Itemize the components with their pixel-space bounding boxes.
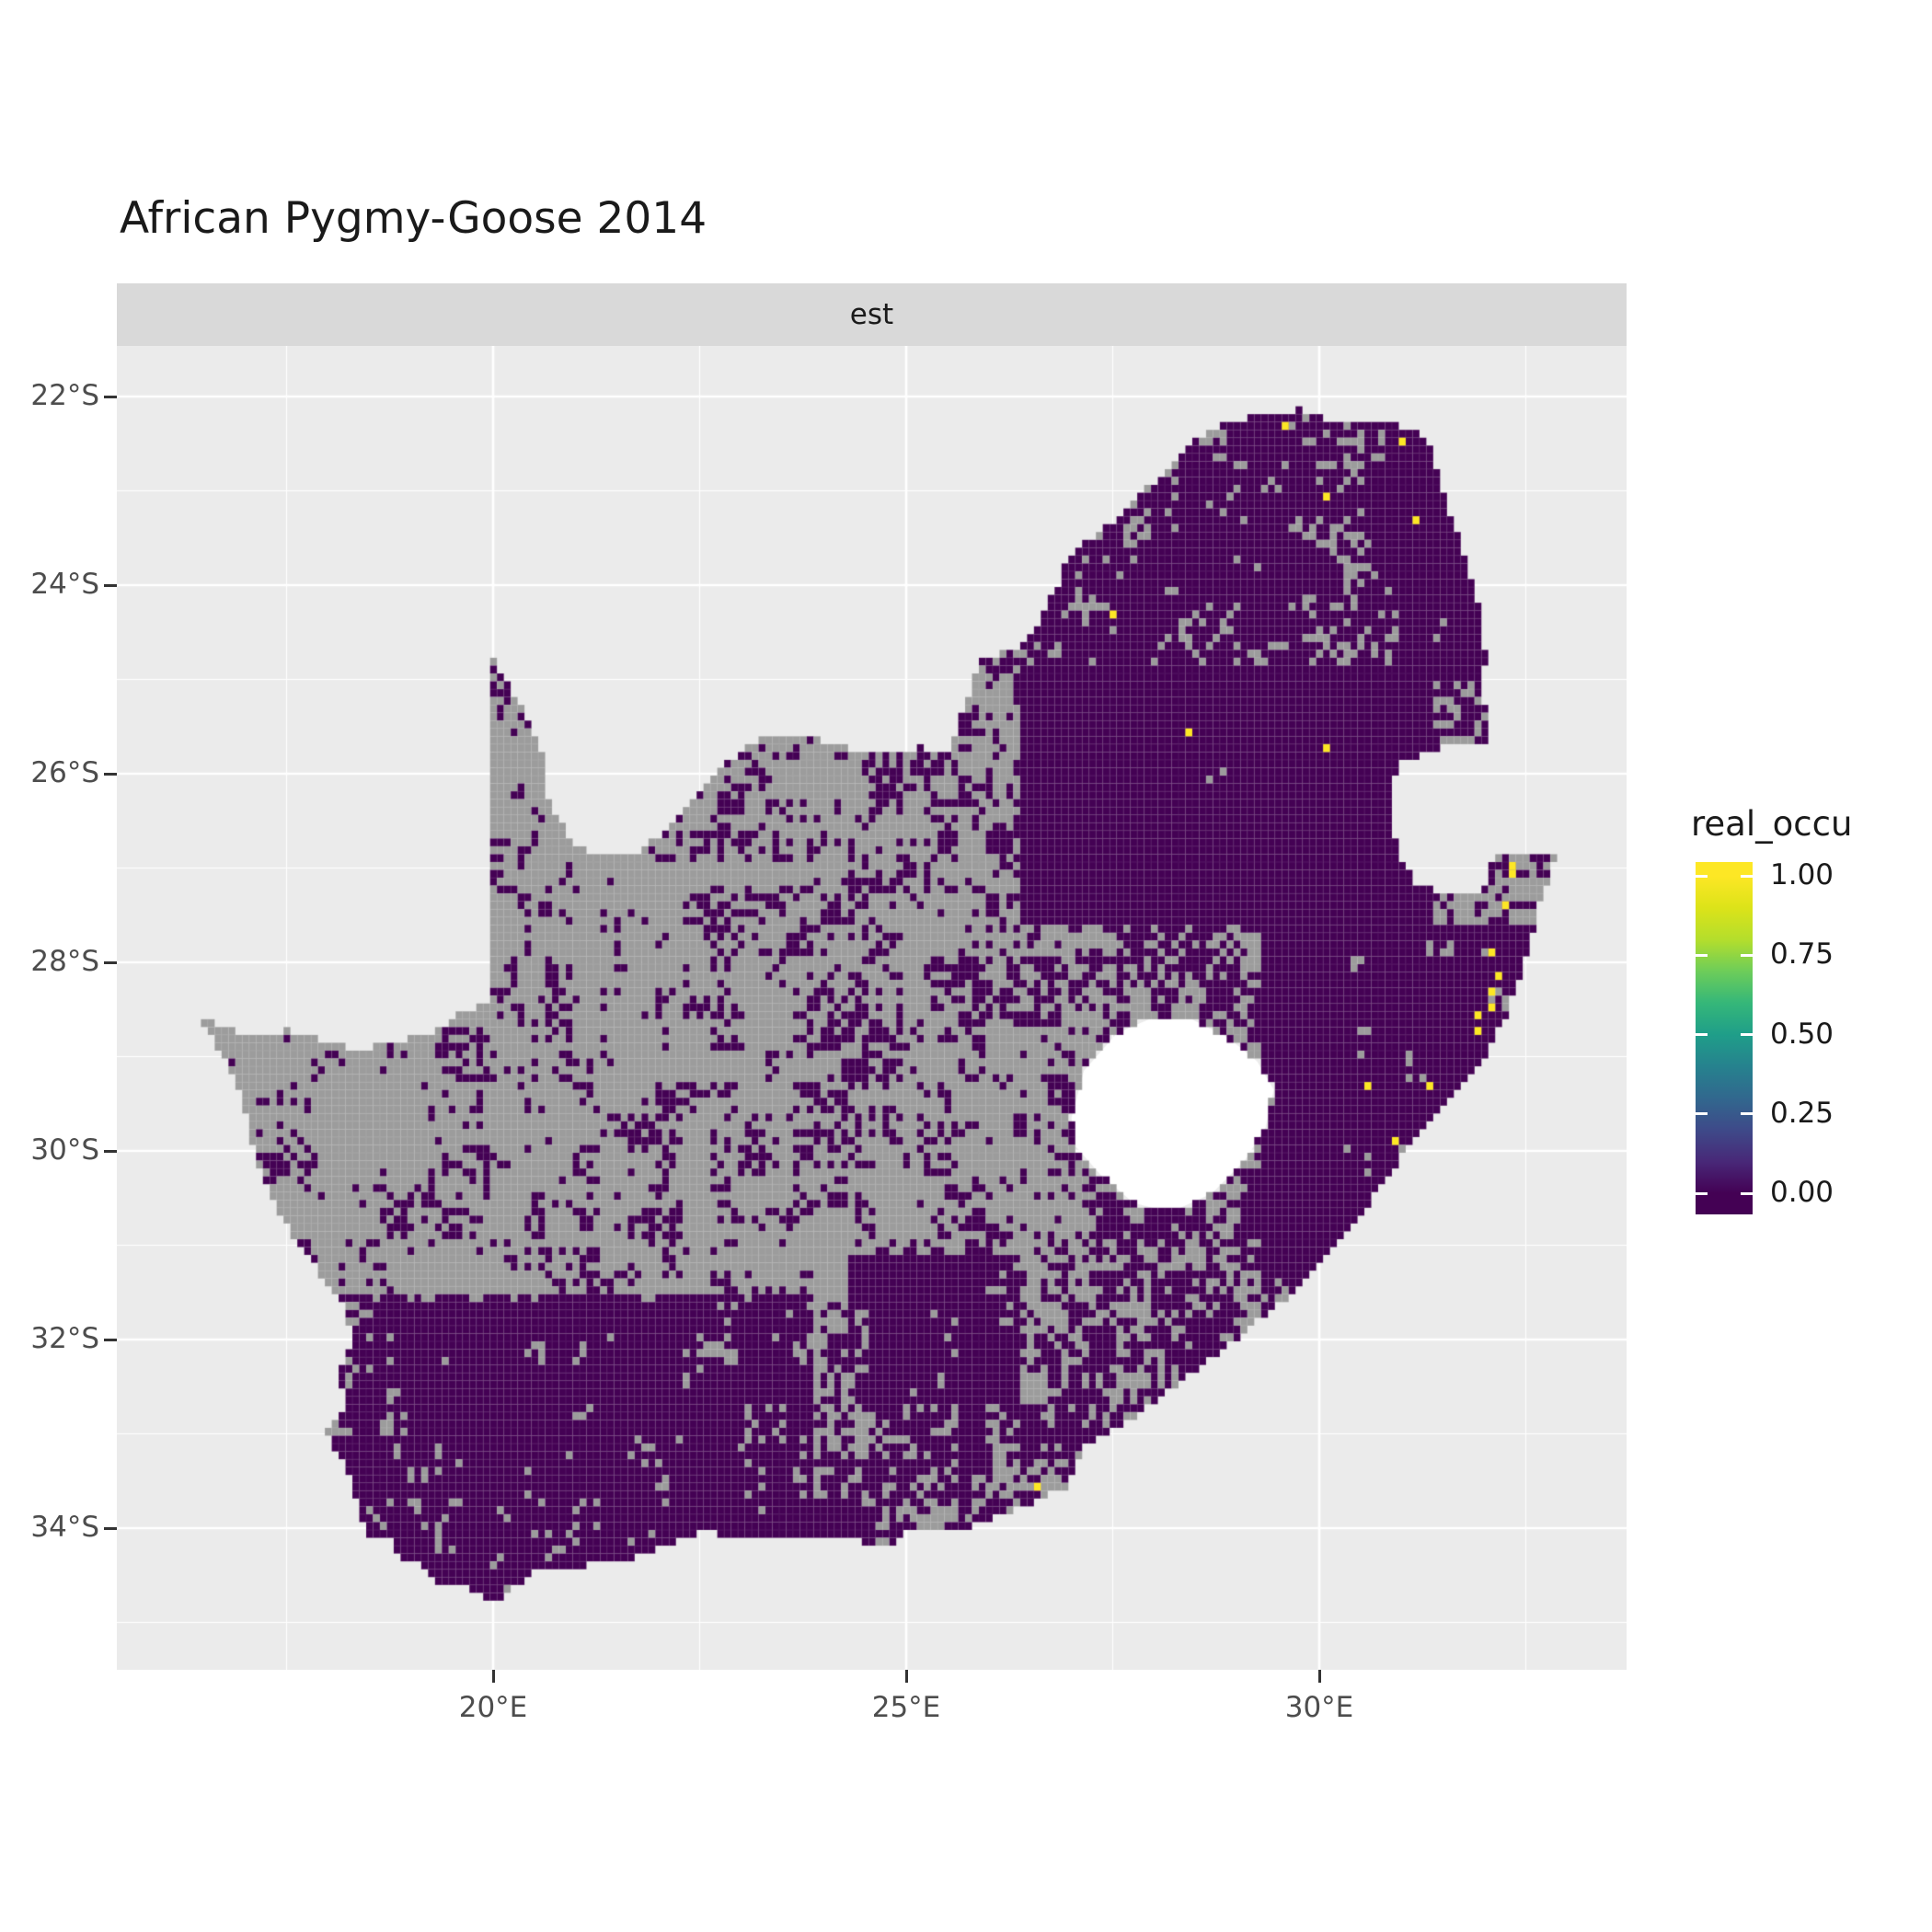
y-axis-tick	[104, 960, 117, 964]
y-axis-tick	[104, 1149, 117, 1153]
facet-strip-label: est	[849, 298, 894, 331]
x-axis-tick-label: 25°E	[871, 1691, 941, 1724]
legend-tick-label: 0.25	[1770, 1096, 1834, 1130]
facet-strip: est	[117, 283, 1627, 346]
plot-title: African Pygmy-Goose 2014	[120, 193, 707, 244]
legend-tick-mark	[1696, 1191, 1708, 1195]
legend-tick-mark	[1696, 874, 1708, 878]
y-axis-tick-label: 32°S	[30, 1322, 99, 1355]
x-axis-tick	[1317, 1670, 1321, 1683]
legend-title: real_occu	[1691, 804, 1853, 844]
legend-tick-mark	[1741, 1191, 1753, 1195]
x-axis-tick	[904, 1670, 908, 1683]
y-axis-tick-label: 22°S	[30, 379, 99, 412]
x-axis-tick-label: 30°E	[1284, 1691, 1354, 1724]
legend-tick-label: 0.00	[1770, 1176, 1834, 1210]
legend-tick-mark	[1741, 1112, 1753, 1116]
legend-tick-mark	[1696, 1033, 1708, 1037]
legend-tick-mark	[1741, 874, 1753, 878]
y-axis-tick	[104, 1526, 117, 1530]
y-axis-tick-label: 24°S	[30, 568, 99, 601]
y-axis-tick-label: 34°S	[30, 1511, 99, 1544]
legend-tick-label: 1.00	[1770, 858, 1834, 892]
y-axis-tick	[104, 395, 117, 398]
y-axis-tick	[104, 772, 117, 776]
legend-colorbar	[1696, 862, 1753, 1214]
legend-tick-mark	[1696, 1112, 1708, 1116]
y-axis-tick-label: 26°S	[30, 756, 99, 789]
y-axis-tick-label: 30°S	[30, 1133, 99, 1167]
occupancy-raster-canvas	[117, 346, 1627, 1670]
legend-tick-mark	[1696, 953, 1708, 957]
y-axis-tick	[104, 1338, 117, 1341]
y-axis-tick-label: 28°S	[30, 945, 99, 978]
y-axis-tick	[104, 583, 117, 587]
x-axis-tick	[491, 1670, 495, 1683]
legend-tick-label: 0.75	[1770, 937, 1834, 972]
x-axis-tick-label: 20°E	[458, 1691, 528, 1724]
legend-tick-mark	[1741, 1033, 1753, 1037]
plot-panel	[117, 346, 1627, 1670]
legend-tick-label: 0.50	[1770, 1017, 1834, 1051]
legend-tick-mark	[1741, 953, 1753, 957]
